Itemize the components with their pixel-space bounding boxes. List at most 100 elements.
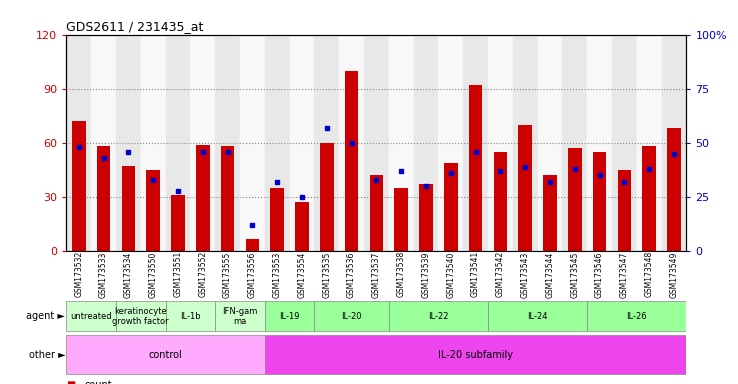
Bar [587, 35, 612, 251]
Bar [463, 35, 488, 251]
Bar [612, 35, 637, 251]
Text: IL-20: IL-20 [342, 312, 362, 321]
Text: IL-20 subfamily: IL-20 subfamily [438, 350, 513, 360]
Bar [165, 301, 215, 331]
Bar [537, 35, 562, 251]
Bar [389, 301, 488, 331]
Text: IFN-gam
ma: IFN-gam ma [222, 307, 258, 326]
Bar [661, 35, 686, 251]
Text: count: count [85, 380, 112, 384]
Bar [667, 128, 680, 251]
Bar [394, 188, 408, 251]
Bar [221, 146, 235, 251]
Bar [66, 35, 92, 251]
Bar [370, 175, 383, 251]
Bar [265, 335, 686, 374]
Bar [165, 35, 190, 251]
Text: GSM173539: GSM173539 [421, 251, 430, 298]
Bar [97, 146, 111, 251]
Text: IL-22: IL-22 [428, 312, 449, 321]
Text: GSM173543: GSM173543 [521, 251, 530, 298]
Bar [289, 35, 314, 251]
Bar [488, 35, 513, 251]
Text: IL-24: IL-24 [528, 312, 548, 321]
Text: GSM173551: GSM173551 [173, 251, 182, 298]
Text: GSM173546: GSM173546 [595, 251, 604, 298]
Bar [469, 85, 483, 251]
Text: GDS2611 / 231435_at: GDS2611 / 231435_at [66, 20, 204, 33]
Bar [389, 35, 413, 251]
Bar [270, 188, 284, 251]
Bar [518, 125, 532, 251]
Bar [66, 335, 265, 374]
Bar [146, 170, 160, 251]
Text: GSM173536: GSM173536 [347, 251, 356, 298]
Bar [116, 301, 165, 331]
Bar [295, 202, 308, 251]
Bar [190, 35, 215, 251]
Bar [171, 195, 184, 251]
Bar [364, 35, 389, 251]
Text: keratinocyte
growth factor: keratinocyte growth factor [112, 307, 169, 326]
Text: untreated: untreated [70, 312, 112, 321]
Bar [618, 170, 631, 251]
Bar [314, 301, 389, 331]
Bar [265, 301, 314, 331]
Bar [246, 238, 259, 251]
Text: GSM173533: GSM173533 [99, 251, 108, 298]
Bar [488, 301, 587, 331]
Text: GSM173549: GSM173549 [669, 251, 678, 298]
Text: other ►: other ► [29, 350, 65, 360]
Text: GSM173550: GSM173550 [149, 251, 158, 298]
Text: GSM173555: GSM173555 [223, 251, 232, 298]
Bar [593, 152, 607, 251]
Text: IL-26: IL-26 [627, 312, 647, 321]
Text: GSM173554: GSM173554 [297, 251, 306, 298]
Bar [513, 35, 537, 251]
Bar [196, 145, 210, 251]
Bar [320, 143, 334, 251]
Bar [141, 35, 165, 251]
Text: GSM173552: GSM173552 [199, 251, 207, 298]
Text: GSM173540: GSM173540 [446, 251, 455, 298]
Text: GSM173542: GSM173542 [496, 251, 505, 298]
Text: ■: ■ [66, 380, 76, 384]
Text: GSM173538: GSM173538 [397, 251, 406, 298]
Bar [116, 35, 141, 251]
Bar [265, 35, 289, 251]
Bar [72, 121, 86, 251]
Bar [240, 35, 265, 251]
Text: IL-1b: IL-1b [180, 312, 201, 321]
Bar [562, 35, 587, 251]
Bar [314, 35, 339, 251]
Text: GSM173544: GSM173544 [545, 251, 554, 298]
Text: GSM173537: GSM173537 [372, 251, 381, 298]
Text: IL-19: IL-19 [280, 312, 300, 321]
Text: GSM173532: GSM173532 [75, 251, 83, 298]
Bar [215, 35, 240, 251]
Bar [444, 163, 458, 251]
Text: GSM173545: GSM173545 [570, 251, 579, 298]
Bar [494, 152, 507, 251]
Bar [92, 35, 116, 251]
Bar [637, 35, 661, 251]
Bar [642, 146, 656, 251]
Text: GSM173547: GSM173547 [620, 251, 629, 298]
Text: GSM173534: GSM173534 [124, 251, 133, 298]
Bar [339, 35, 364, 251]
Text: control: control [149, 350, 182, 360]
Bar [345, 71, 359, 251]
Bar [215, 301, 265, 331]
Text: GSM173548: GSM173548 [645, 251, 654, 298]
Text: GSM173556: GSM173556 [248, 251, 257, 298]
Text: agent ►: agent ► [27, 311, 65, 321]
Text: GSM173541: GSM173541 [471, 251, 480, 298]
Bar [587, 301, 686, 331]
Bar [568, 148, 582, 251]
Bar [413, 35, 438, 251]
Text: GSM173553: GSM173553 [273, 251, 282, 298]
Bar [122, 166, 135, 251]
Bar [543, 175, 556, 251]
Bar [419, 184, 432, 251]
Text: GSM173535: GSM173535 [323, 251, 331, 298]
